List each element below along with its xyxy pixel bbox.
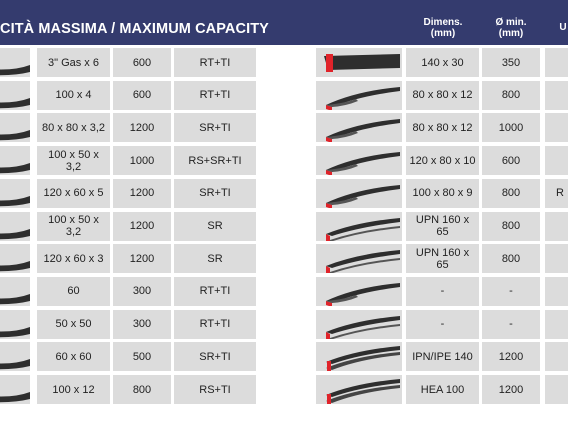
left-cell-code: RT+TI (174, 48, 256, 77)
right-cell-val: - (482, 276, 540, 306)
right-cell-val: 800 (482, 244, 540, 274)
left-cell-val: 1200 (113, 178, 171, 208)
column-header-diameter: Ø min. (mm) (480, 17, 542, 39)
right-cell-val: 600 (482, 146, 540, 176)
profile-icon (0, 113, 30, 143)
left-cell-code: RT+TI (174, 276, 256, 306)
profile-icon (0, 178, 30, 208)
angle-icon (316, 80, 402, 110)
right-cell-dim: 80 x 80 x 12 (406, 113, 479, 143)
right-cell-dim: UPN 160 x 65 (406, 211, 479, 241)
channel-icon (316, 309, 402, 339)
left-cell-dim: 100 x 4 (37, 80, 110, 110)
column-header-dimens: Dimens. (mm) (408, 17, 478, 39)
right-cell-val: - (482, 309, 540, 339)
right-cell-val: 1000 (482, 113, 540, 143)
left-cell-code: SR (174, 211, 256, 241)
right-cell-partial (545, 48, 568, 77)
channel-icon (316, 244, 402, 274)
left-cell-code: SR+TI (174, 342, 256, 372)
right-cell-partial (545, 276, 568, 306)
flat-bar-icon (316, 48, 402, 77)
right-cell-dim: - (406, 309, 479, 339)
right-cell-val: 800 (482, 211, 540, 241)
right-cell-dim: 100 x 80 x 9 (406, 178, 479, 208)
right-cell-partial: R (545, 178, 568, 208)
left-cell-dim: 3" Gas x 6 (37, 48, 110, 77)
right-cell-val: 1200 (482, 342, 540, 372)
left-cell-dim: 60 x 60 (37, 342, 110, 372)
right-cell-partial (545, 309, 568, 339)
angle-icon (316, 276, 402, 306)
right-cell-val: 800 (482, 80, 540, 110)
right-cell-dim: - (406, 276, 479, 306)
left-cell-val: 500 (113, 342, 171, 372)
profile-icon (0, 48, 30, 77)
left-cell-dim: 100 x 12 (37, 375, 110, 404)
angle-icon (316, 113, 402, 143)
profile-icon (0, 342, 30, 372)
right-cell-dim: 80 x 80 x 12 (406, 80, 479, 110)
profile-icon (0, 276, 30, 306)
right-cell-dim: HEA 100 (406, 375, 479, 404)
right-cell-dim: IPN/IPE 140 (406, 342, 479, 372)
column-header-dimens-line1: Dimens. (423, 17, 463, 28)
right-cell-partial (545, 113, 568, 143)
column-header-diameter-line1: Ø min. (495, 17, 527, 28)
table-header: CITÀ MASSIMA / MAXIMUM CAPACITY Dimens. … (0, 0, 568, 45)
left-cell-val: 1000 (113, 146, 171, 176)
column-header-partial: U (559, 22, 567, 33)
left-cell-code: RT+TI (174, 309, 256, 339)
right-cell-partial (545, 375, 568, 404)
left-cell-val: 300 (113, 276, 171, 306)
column-header-diameter-line2: (mm) (498, 28, 524, 39)
left-cell-val: 600 (113, 48, 171, 77)
right-cell-val: 800 (482, 178, 540, 208)
profile-icon (0, 146, 30, 176)
column-header-dimens-line2: (mm) (430, 28, 456, 39)
left-cell-val: 600 (113, 80, 171, 110)
left-cell-val: 1200 (113, 211, 171, 241)
left-cell-val: 300 (113, 309, 171, 339)
right-cell-dim: 140 x 30 (406, 48, 479, 77)
i-beam-icon (316, 375, 402, 404)
right-cell-dim: UPN 160 x 65 (406, 244, 479, 274)
left-cell-val: 1200 (113, 244, 171, 274)
left-cell-code: RS+TI (174, 375, 256, 404)
profile-icon (0, 309, 30, 339)
left-cell-code: SR+TI (174, 178, 256, 208)
left-cell-code: RT+TI (174, 80, 256, 110)
left-cell-val: 800 (113, 375, 171, 404)
i-beam-icon (316, 342, 402, 372)
angle-icon (316, 178, 402, 208)
profile-icon (0, 211, 30, 241)
right-cell-val: 350 (482, 48, 540, 77)
angle-icon (316, 146, 402, 176)
left-cell-code: SR+TI (174, 113, 256, 143)
right-cell-partial (545, 211, 568, 241)
left-cell-dim: 120 x 60 x 5 (37, 178, 110, 208)
table-title: CITÀ MASSIMA / MAXIMUM CAPACITY (0, 21, 269, 37)
right-cell-partial (545, 342, 568, 372)
profile-icon (0, 375, 30, 404)
left-cell-dim: 120 x 60 x 3 (37, 244, 110, 274)
left-cell-code: SR (174, 244, 256, 274)
profile-icon (0, 80, 30, 110)
left-cell-dim: 60 (37, 276, 110, 306)
channel-icon (316, 211, 402, 241)
left-cell-dim: 80 x 80 x 3,2 (37, 113, 110, 143)
right-cell-dim: 120 x 80 x 10 (406, 146, 479, 176)
right-cell-partial (545, 244, 568, 274)
left-cell-dim: 100 x 50 x 3,2 (37, 146, 110, 176)
profile-icon (0, 244, 30, 274)
right-cell-val: 1200 (482, 375, 540, 404)
left-cell-val: 1200 (113, 113, 171, 143)
left-cell-dim: 100 x 50 x 3,2 (37, 211, 110, 241)
left-cell-dim: 50 x 50 (37, 309, 110, 339)
left-cell-code: RS+SR+TI (174, 146, 256, 176)
right-cell-partial (545, 146, 568, 176)
right-cell-partial (545, 80, 568, 110)
